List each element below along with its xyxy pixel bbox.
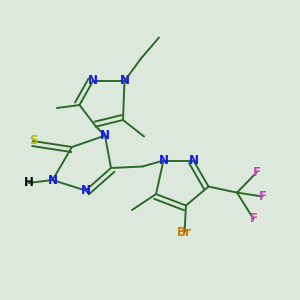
Text: N: N	[88, 74, 98, 88]
Text: N: N	[100, 129, 110, 142]
Text: S: S	[29, 134, 37, 148]
Text: N: N	[47, 173, 58, 187]
Text: N: N	[188, 154, 199, 167]
Text: F: F	[253, 166, 260, 179]
Text: H: H	[24, 176, 33, 190]
Text: N: N	[80, 184, 91, 197]
Text: F: F	[259, 190, 266, 203]
Text: N: N	[119, 74, 130, 88]
Text: Br: Br	[177, 226, 192, 239]
Text: F: F	[250, 212, 257, 226]
Text: N: N	[158, 154, 169, 167]
